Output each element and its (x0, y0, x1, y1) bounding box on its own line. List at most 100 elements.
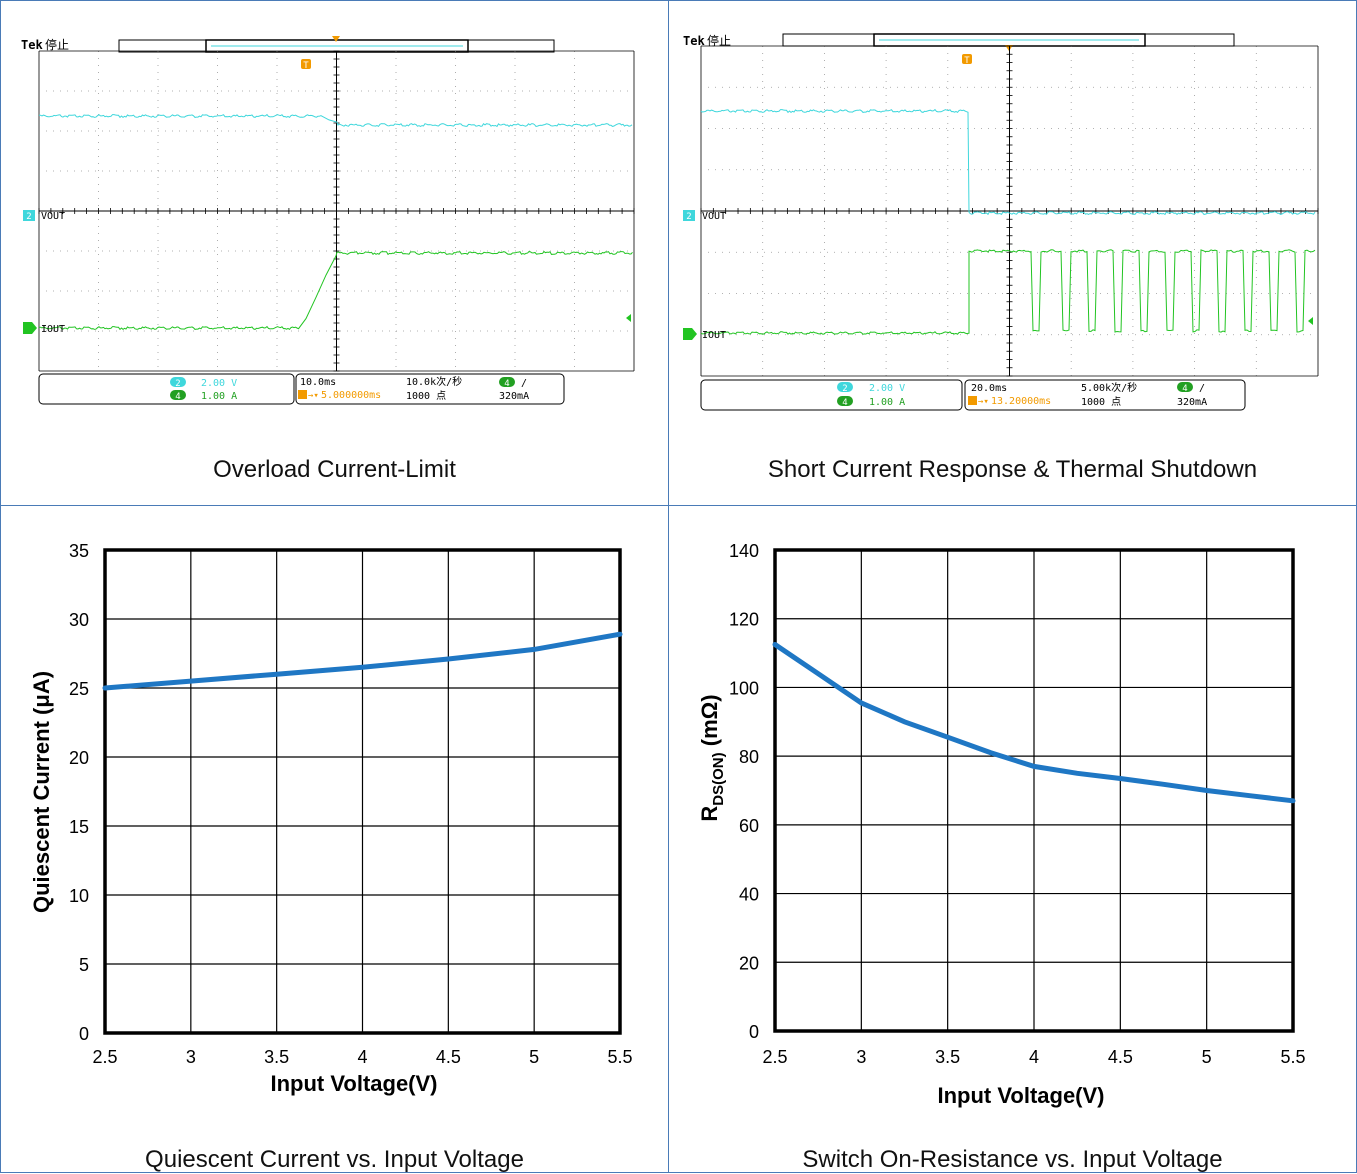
ch2-scale: 2.00 V (869, 383, 905, 394)
chart-grid (104, 549, 621, 1034)
x-tick-label: 5 (529, 1047, 539, 1067)
trigger-source: 4 (504, 379, 509, 389)
trigger-marker: T (303, 61, 309, 71)
scope-traces (38, 113, 633, 331)
y-tick-label: 60 (739, 816, 759, 836)
delay-icon (298, 390, 307, 399)
scope-overload: Tek 停止 T 2 VOUT IOUT 2 2.00 V 4 1.00 A 1… (21, 36, 635, 405)
ch2-label: VOUT (702, 211, 726, 222)
ch4-trace (38, 250, 633, 331)
plot-frame (773, 548, 1295, 1033)
ch4-scale: 1.00 A (869, 397, 905, 408)
y-tick-label: 0 (79, 1024, 89, 1044)
delay-arrow: →▾ (308, 391, 319, 401)
plot-frame (103, 548, 622, 1035)
x-tick-label: 2.5 (92, 1047, 117, 1067)
y-tick-label: 120 (729, 610, 759, 630)
record-length: 1000 点 (406, 390, 446, 402)
timebase: 20.0ms (971, 383, 1007, 394)
ch4-badge (837, 396, 853, 406)
ch2-badge-num: 2 (842, 384, 847, 394)
trigger-marker-icon (301, 59, 311, 69)
y-tick-label: 35 (69, 541, 89, 561)
y-axis-label-sub: DS(ON) (710, 752, 727, 805)
ch4-badge (170, 390, 186, 400)
record-length: 1000 点 (1081, 396, 1121, 408)
y-tick-label: 40 (739, 885, 759, 905)
ch2-marker-icon (683, 210, 695, 221)
y-axis-label-unit: (mΩ) (697, 694, 722, 752)
panel-short: Tek 停止 T 2 VOUT IOUT 2 2.00 V 4 1.00 A 2… (668, 0, 1357, 506)
trigger-marker: T (964, 56, 970, 66)
scope-short: Tek 停止 T 2 VOUT IOUT 2 2.00 V 4 1.00 A 2… (683, 33, 1319, 411)
y-tick-label: 20 (69, 748, 89, 768)
ch4-label: IOUT (41, 324, 65, 335)
x-tick-labels: 2.5 3 3.5 4 4.5 5 5.5 (762, 1047, 1305, 1067)
ch2-badge (170, 377, 186, 387)
x-tick-label: 4.5 (1108, 1047, 1133, 1067)
ch4-label: IOUT (702, 330, 726, 341)
scope-traces (700, 108, 1316, 335)
series-line-rdson (772, 642, 1296, 804)
ch4-badge-num: 4 (175, 392, 180, 402)
panel-rdson: 0 20 40 60 80 100 120 140 2.5 3 3.5 4 4.5 5 5.5 Input… (668, 505, 1357, 1173)
timebase: 10.0ms (300, 377, 336, 388)
y-axis-label: Quiescent Current (μA) (29, 671, 54, 913)
info-box-channels (700, 379, 963, 411)
trigger-level: 320mA (1177, 397, 1207, 408)
y-tick-label: 0 (749, 1022, 759, 1042)
ch2-label: VOUT (41, 211, 65, 222)
trigger-level-icon (1308, 317, 1313, 325)
y-tick-label: 100 (729, 678, 759, 698)
x-tick-label: 3.5 (264, 1047, 289, 1067)
ch2-trace (38, 113, 633, 128)
trigger-source-badge (1177, 382, 1193, 392)
y-tick-labels: 0 5 10 15 20 25 30 35 (69, 541, 89, 1044)
scope-status: 停止 (707, 33, 731, 48)
x-tick-label: 5.5 (607, 1047, 632, 1067)
x-tick-label: 5 (1202, 1047, 1212, 1067)
trigger-level: 320mA (499, 391, 529, 402)
trigger-source-badge (499, 377, 515, 387)
y-tick-label: 25 (69, 679, 89, 699)
y-tick-label: 80 (739, 747, 759, 767)
delay-arrow: →▾ (978, 397, 989, 407)
ch2-marker-num: 2 (686, 212, 691, 222)
ch4-marker-icon (23, 322, 37, 334)
trigger-slope-icon: / (1199, 383, 1205, 394)
scope-status: 停止 (45, 37, 69, 52)
trigger-pos-icon (332, 36, 340, 42)
y-axis-label: RDS(ON) (mΩ) (697, 694, 727, 821)
y-tick-label: 20 (739, 953, 759, 973)
info-box-timebase (964, 379, 1246, 411)
trigger-marker-icon (962, 54, 972, 64)
scope-graticule (700, 45, 1319, 377)
y-tick-labels: 0 20 40 60 80 100 120 140 (729, 541, 759, 1042)
y-axis-label-main: R (697, 806, 722, 822)
ch2-marker-icon (23, 210, 35, 221)
trigger-level-icon (626, 314, 631, 322)
sample-rate: 5.00k次/秒 (1081, 381, 1137, 394)
chart-switch-on-resistance: 0 20 40 60 80 100 120 140 2.5 3 3.5 4 4.5 5 5.5 Input… (697, 541, 1306, 1108)
x-tick-label: 4 (1029, 1047, 1039, 1067)
x-tick-label: 4.5 (436, 1047, 461, 1067)
caption-overload: Overload Current-Limit (213, 456, 456, 483)
ch4-scale: 1.00 A (201, 391, 237, 402)
caption-short: Short Current Response & Thermal Shutdow… (767, 456, 1258, 483)
ch2-badge-num: 2 (175, 379, 180, 389)
x-tick-label: 5.5 (1280, 1047, 1305, 1067)
ch2-badge (837, 382, 853, 392)
x-tick-label: 3 (186, 1047, 196, 1067)
x-tick-label: 3 (856, 1047, 866, 1067)
info-box-channels (38, 373, 295, 405)
ch4-trace (700, 249, 1316, 335)
trigger-slope-icon: / (521, 378, 527, 389)
y-tick-label: 15 (69, 817, 89, 837)
series-line-quiescent (102, 631, 623, 691)
panel-overload: Tek 停止 T 2 VOUT IOUT 2 2.00 V 4 1.00 A 1… (0, 0, 669, 506)
ch4-marker-icon (683, 328, 697, 340)
ch4-badge-num: 4 (842, 398, 847, 408)
x-axis-label: Input Voltage(V) (937, 1083, 1104, 1108)
scope-brand: Tek (21, 38, 43, 52)
